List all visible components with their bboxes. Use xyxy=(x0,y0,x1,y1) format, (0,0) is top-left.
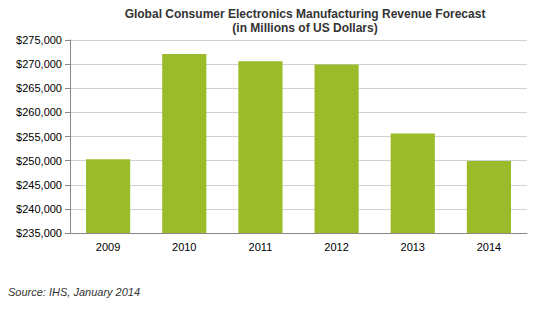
svg-text:2009: 2009 xyxy=(96,241,120,253)
svg-text:$270,000: $270,000 xyxy=(16,58,62,70)
svg-text:$255,000: $255,000 xyxy=(16,131,62,143)
svg-text:$275,000: $275,000 xyxy=(16,34,62,46)
svg-text:2012: 2012 xyxy=(324,241,348,253)
svg-text:$260,000: $260,000 xyxy=(16,106,62,118)
svg-text:$265,000: $265,000 xyxy=(16,82,62,94)
svg-text:2010: 2010 xyxy=(172,241,196,253)
svg-text:Source: IHS, January 2014: Source: IHS, January 2014 xyxy=(8,286,140,298)
svg-text:$245,000: $245,000 xyxy=(16,179,62,191)
svg-text:2011: 2011 xyxy=(249,241,273,253)
svg-text:$250,000: $250,000 xyxy=(16,155,62,167)
svg-text:2014: 2014 xyxy=(477,241,501,253)
svg-text:2013: 2013 xyxy=(401,241,425,253)
svg-text:Global Consumer Electronics Ma: Global Consumer Electronics Manufacturin… xyxy=(125,7,486,21)
svg-text:$240,000: $240,000 xyxy=(16,203,62,215)
svg-text:$235,000: $235,000 xyxy=(16,227,62,239)
svg-text:(in Millions of US Dollars): (in Millions of US Dollars) xyxy=(232,21,377,35)
